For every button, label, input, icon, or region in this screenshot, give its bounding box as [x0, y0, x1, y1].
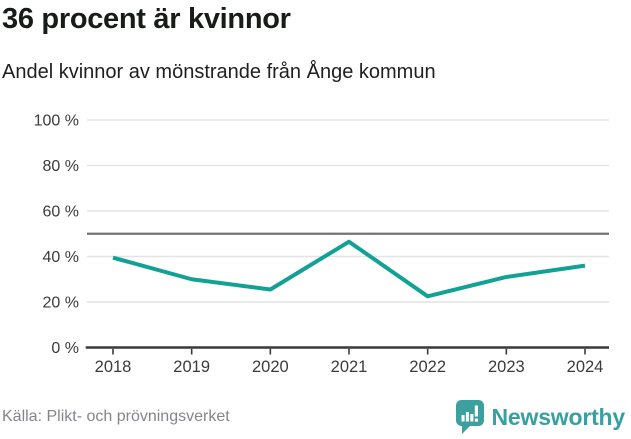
svg-text:0 %: 0 %: [51, 340, 79, 357]
svg-text:80 %: 80 %: [43, 158, 79, 175]
svg-text:2018: 2018: [95, 358, 132, 376]
svg-text:2021: 2021: [331, 358, 368, 376]
svg-text:2020: 2020: [252, 358, 289, 376]
svg-text:2024: 2024: [567, 358, 604, 376]
svg-text:2022: 2022: [409, 358, 446, 376]
svg-text:20 %: 20 %: [43, 295, 79, 312]
brand-name: Newsworthy: [491, 403, 626, 430]
svg-text:60 %: 60 %: [43, 204, 79, 221]
svg-text:2019: 2019: [173, 358, 210, 376]
line-chart: 0 % 20 % 40 % 60 % 80 % 100 % 2018 2019 2020 2021…: [34, 113, 609, 376]
chart-footer: Källa: Plikt- och prövningsverket Newswo…: [2, 399, 625, 435]
chart-subtitle: Andel kvinnor av mönstrande från Ånge ko…: [2, 61, 436, 83]
svg-text:40 %: 40 %: [43, 249, 79, 266]
source-note: Källa: Plikt- och prövningsverket: [2, 408, 230, 425]
svg-text:100 %: 100 %: [34, 113, 79, 130]
newsworthy-speech-bubble-barchart-icon: [455, 400, 484, 434]
svg-text:2023: 2023: [488, 358, 525, 376]
chart-title: 36 procent är kvinnor: [2, 3, 291, 35]
newsworthy-logo: Newsworthy: [455, 399, 625, 435]
